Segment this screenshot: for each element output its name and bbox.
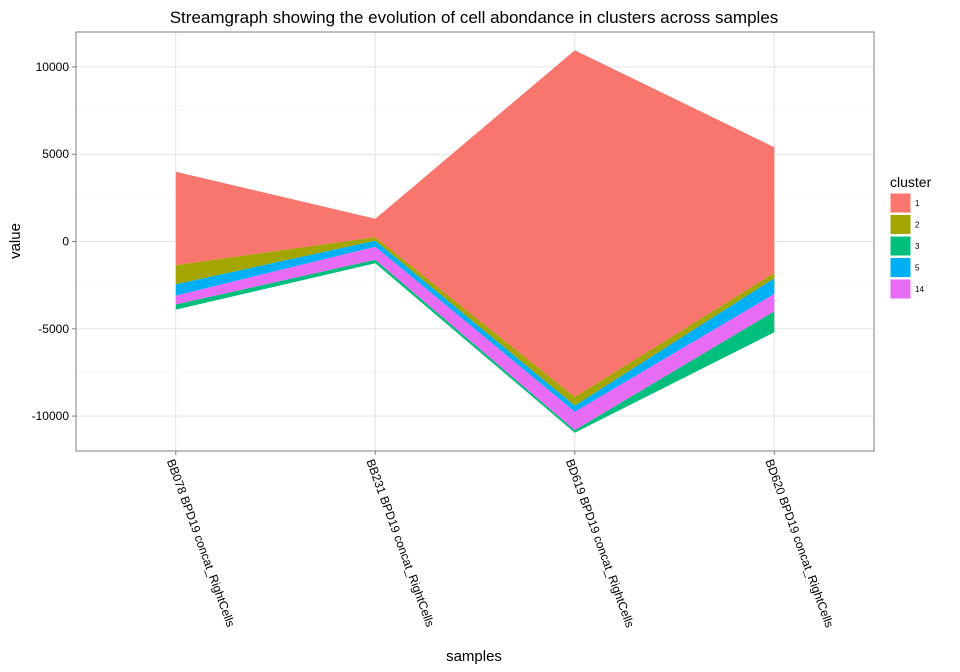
legend-title: cluster: [890, 174, 932, 190]
y-tick-label: 5000: [42, 147, 69, 161]
chart-title: Streamgraph showing the evolution of cel…: [170, 8, 779, 27]
legend-label-cluster-5: 5: [915, 264, 920, 273]
legend-key-cluster-2: [889, 214, 912, 235]
y-tick-label: 0: [62, 235, 69, 249]
x-tick-label: BB078 BPD19 concat_RightCells: [164, 457, 238, 629]
legend-key-cluster-5: [889, 257, 912, 278]
x-tick-label: BD620 BPD19 concat_RightCells: [762, 457, 836, 629]
y-tick-label: -5000: [38, 322, 69, 336]
x-axis-title: samples: [446, 648, 502, 665]
legend-key-cluster-1: [889, 192, 912, 214]
legend-key-cluster-3: [889, 235, 912, 257]
y-axis-title: value: [7, 223, 24, 259]
stream-area-cluster-14: [175, 246, 775, 431]
y-tick-label: 10000: [36, 60, 70, 74]
stream-area-cluster-2: [175, 237, 775, 406]
y-tick-label: -10000: [32, 409, 70, 423]
stream-area-cluster-1: [175, 50, 775, 397]
legend-label-cluster-3: 3: [915, 242, 920, 251]
legend: cluster 1 2 3 5 14: [889, 174, 932, 300]
x-tick-label: BD619 BPD19 concat_RightCells: [563, 457, 637, 629]
legend-key-cluster-14: [889, 278, 912, 300]
x-tick-label: BB231 BPD19 concat_RightCells: [363, 457, 437, 629]
legend-label-cluster-1: 1: [915, 199, 920, 208]
legend-label-cluster-2: 2: [915, 221, 920, 230]
legend-label-cluster-14: 14: [915, 285, 924, 294]
stream-area-cluster-5: [175, 240, 775, 412]
stream-area-cluster-3: [175, 259, 775, 433]
